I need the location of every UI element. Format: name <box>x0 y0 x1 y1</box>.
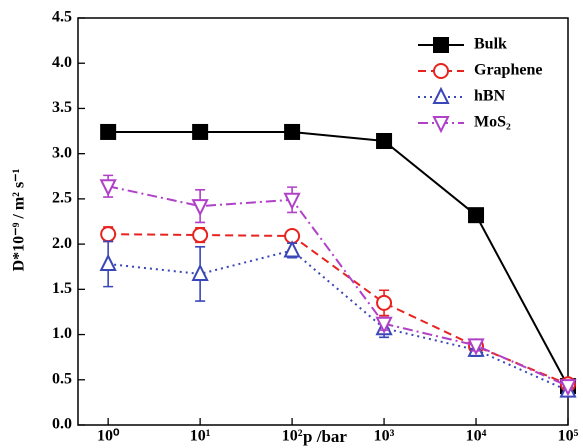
legend-marker <box>433 63 449 79</box>
marker <box>100 226 117 243</box>
y-tick-label: 2.5 <box>52 190 72 207</box>
marker <box>191 263 209 281</box>
marker <box>100 123 117 140</box>
x-tick-label: 10⁰ <box>97 428 120 445</box>
marker <box>468 207 485 224</box>
marker <box>284 123 301 140</box>
y-tick-label: 4.5 <box>52 9 72 26</box>
marker <box>99 253 117 272</box>
y-tick-label: 2.0 <box>52 235 72 252</box>
x-tick-label: 10² <box>282 428 303 445</box>
legend-marker <box>432 86 450 104</box>
marker <box>467 338 485 356</box>
y-tick-label: 1.0 <box>52 325 72 342</box>
marker <box>283 240 301 258</box>
marker <box>192 123 209 140</box>
legend-marker <box>433 37 449 53</box>
x-tick-label: 10⁵ <box>558 428 579 445</box>
y-tick-label: 4.0 <box>52 54 72 71</box>
y-tick-label: 3.5 <box>52 99 72 116</box>
marker <box>99 179 117 197</box>
y-tick-label: 0.0 <box>52 416 72 433</box>
marker <box>375 316 393 334</box>
y-tick-label: 0.5 <box>52 370 72 387</box>
x-axis-label: p /bar <box>303 427 347 446</box>
y-axis-label: D*10⁻⁹ / m² s⁻¹ <box>11 168 28 271</box>
series-line <box>108 249 569 392</box>
y-tick-label: 1.5 <box>52 280 72 297</box>
marker <box>559 379 577 397</box>
legend-label: hBN <box>474 88 506 105</box>
marker <box>192 227 209 244</box>
legend-label: Graphene <box>474 62 542 79</box>
x-tick-label: 10³ <box>374 428 395 445</box>
marker <box>376 294 393 311</box>
y-tick-label: 3.0 <box>52 144 72 161</box>
plot-frame <box>77 17 569 426</box>
legend-label: Bulk <box>474 36 507 53</box>
series-line <box>108 233 569 386</box>
series-line <box>107 185 569 388</box>
marker <box>191 199 209 217</box>
marker <box>376 133 393 150</box>
legend-label: MoS₂ <box>474 114 511 131</box>
legend-marker <box>432 116 450 134</box>
marker <box>283 192 301 211</box>
x-tick-label: 10⁴ <box>466 428 487 445</box>
series-line <box>108 130 569 387</box>
x-tick-label: 10¹ <box>190 428 211 445</box>
